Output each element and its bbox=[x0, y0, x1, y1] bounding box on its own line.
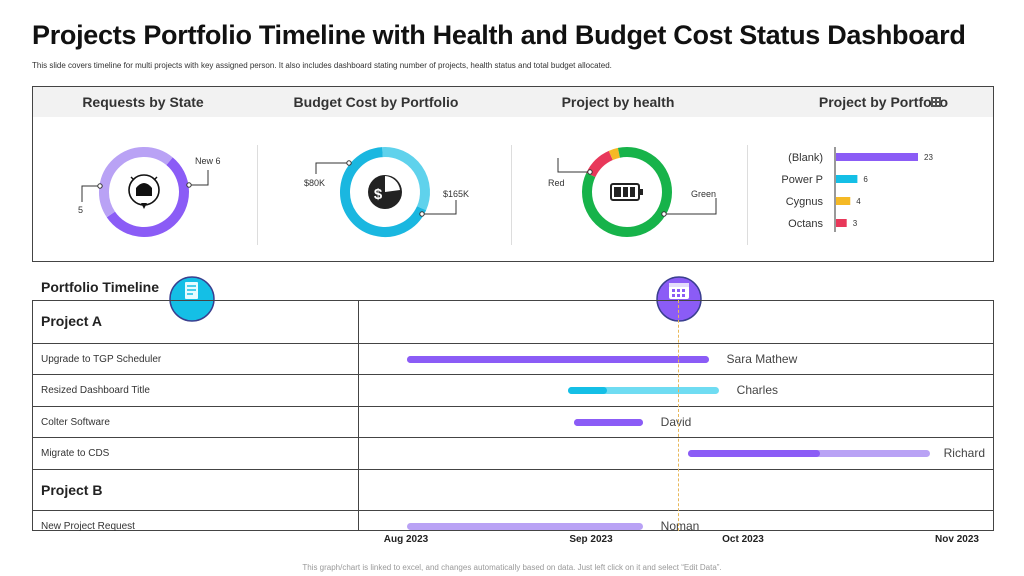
budget-title: Budget Cost by Portfolio bbox=[293, 94, 459, 110]
timeline-task-bar bbox=[407, 523, 643, 530]
timeline-group-label: Project B bbox=[41, 481, 103, 498]
requests-leader-old bbox=[81, 185, 100, 202]
footer-note: This graph/chart is linked to excel, and… bbox=[302, 563, 722, 572]
portfolio-title: Project by Portfolio bbox=[778, 94, 948, 110]
timeline-x-tick: Oct 2023 bbox=[722, 534, 764, 545]
requests-label-old: 5 bbox=[78, 205, 83, 215]
timeline-task-bar bbox=[568, 387, 719, 394]
panel-divider bbox=[747, 145, 748, 245]
health-label-red: Red bbox=[548, 178, 565, 188]
timeline-x-tick: Nov 2023 bbox=[935, 534, 979, 545]
budget-slice bbox=[340, 147, 427, 237]
timeline-task-progress bbox=[568, 387, 608, 394]
dashboard-charts: New 6 5 $80K $165K $ Red Green (Blank) 23 Power P… bbox=[78, 147, 933, 237]
timeline-task-row: Upgrade to TGP Scheduler Sara Mathew bbox=[33, 342, 993, 375]
budget-label-165k: $165K bbox=[443, 189, 469, 199]
timeline-group-label: Project A bbox=[41, 313, 102, 329]
timeline-task-label: Colter Software bbox=[41, 416, 110, 428]
timeline-group-row: Project B bbox=[33, 468, 993, 511]
calendar-icon bbox=[656, 276, 702, 322]
health-slice bbox=[582, 147, 672, 237]
panel-divider bbox=[257, 145, 258, 245]
health-slice bbox=[586, 150, 614, 178]
document-icon bbox=[169, 276, 215, 322]
timeline-table: Project A Upgrade to TGP Scheduler Sara Ma… bbox=[32, 300, 994, 533]
timeline-task-person: Noman bbox=[660, 519, 700, 533]
health-leader-red bbox=[557, 158, 590, 173]
budget-label-80k: $80K bbox=[304, 178, 325, 188]
health-leader-green-dot bbox=[661, 211, 667, 217]
requests-leader-old-dot bbox=[97, 183, 103, 189]
timeline-task-row: Resized Dashboard Title Charles bbox=[33, 374, 993, 406]
timeline-task-label: Resized Dashboard Title bbox=[41, 385, 150, 396]
portfolio-title-text: Project by Portfolio bbox=[818, 94, 948, 110]
portfolio-bar bbox=[836, 175, 858, 183]
timeline-task-person: Charles bbox=[736, 383, 779, 397]
timeline-group-row: Project A bbox=[33, 301, 993, 343]
timeline-task-label: New Project Request bbox=[41, 521, 135, 532]
timeline-task-person: David bbox=[660, 414, 692, 429]
portfolio-value-label: 4 bbox=[856, 197, 861, 206]
health-label-green: Green bbox=[691, 189, 716, 199]
timeline-task-row: Migrate to CDS Richard bbox=[33, 437, 993, 469]
portfolio-value-label: 3 bbox=[853, 219, 858, 228]
timeline-task-label: Upgrade to TGP Scheduler bbox=[41, 353, 162, 365]
svg-text:$: $ bbox=[374, 186, 383, 203]
portfolio-value-label: 6 bbox=[863, 175, 868, 184]
budget-leader-165k bbox=[422, 200, 457, 215]
budget-leader-80k-dot bbox=[346, 160, 352, 166]
timeline-task-person: Sara Mathew bbox=[726, 351, 798, 366]
timeline-task-progress bbox=[574, 418, 643, 426]
battery-icon bbox=[610, 183, 643, 201]
timeline-task-progress bbox=[688, 450, 820, 457]
requests-title: Requests by State bbox=[82, 94, 204, 110]
health-slice bbox=[608, 147, 621, 161]
timeline-title: Portfolio Timeline bbox=[41, 279, 159, 295]
requests-slice bbox=[106, 157, 189, 237]
timeline-task-row: New Project Request Noman bbox=[33, 510, 993, 542]
dashboard-panel: Requests by State Budget Cost by Portfol… bbox=[32, 86, 994, 262]
portfolio-bar bbox=[836, 219, 847, 227]
health-title: Project by health bbox=[561, 94, 675, 110]
timeline-x-tick: Aug 2023 bbox=[383, 534, 429, 545]
page-title: Projects Portfolio Timeline with Health … bbox=[32, 20, 966, 50]
portfolio-category-label: Octans bbox=[788, 218, 823, 230]
requests-label-new: New 6 bbox=[195, 156, 221, 166]
health-leader-green bbox=[664, 198, 717, 215]
requests-leader-new bbox=[189, 170, 209, 186]
portfolio-value-label: 23 bbox=[924, 153, 933, 162]
building-icon bbox=[931, 97, 941, 107]
timeline-task-progress bbox=[407, 355, 709, 363]
portfolio-category-label: Cygnus bbox=[786, 196, 824, 208]
page-subtitle: This slide covers timeline for multi pro… bbox=[32, 61, 612, 70]
portfolio-bar bbox=[836, 197, 851, 205]
alarm-pin-icon bbox=[128, 174, 160, 209]
health-leader-red-dot bbox=[587, 169, 593, 175]
timeline-task-person: Richard bbox=[943, 446, 985, 460]
today-marker bbox=[678, 300, 679, 531]
portfolio-category-label: Power P bbox=[781, 174, 823, 186]
portfolio-category-label: (Blank) bbox=[788, 152, 823, 164]
budget-leader-80k bbox=[315, 162, 349, 174]
requests-slice bbox=[99, 147, 173, 218]
portfolio-bar bbox=[836, 153, 918, 161]
timeline-column-separator bbox=[358, 301, 359, 530]
dashboard-header bbox=[33, 87, 993, 117]
dollar-pie-icon: $ bbox=[368, 175, 402, 209]
panel-divider bbox=[511, 145, 512, 245]
budget-slice bbox=[382, 147, 430, 211]
timeline-x-tick: Sep 2023 bbox=[569, 534, 613, 545]
timeline-task-row: Colter Software David bbox=[33, 405, 993, 438]
budget-leader-165k-dot bbox=[419, 211, 425, 217]
requests-leader-new-dot bbox=[186, 182, 192, 188]
timeline-task-label: Migrate to CDS bbox=[41, 448, 110, 459]
